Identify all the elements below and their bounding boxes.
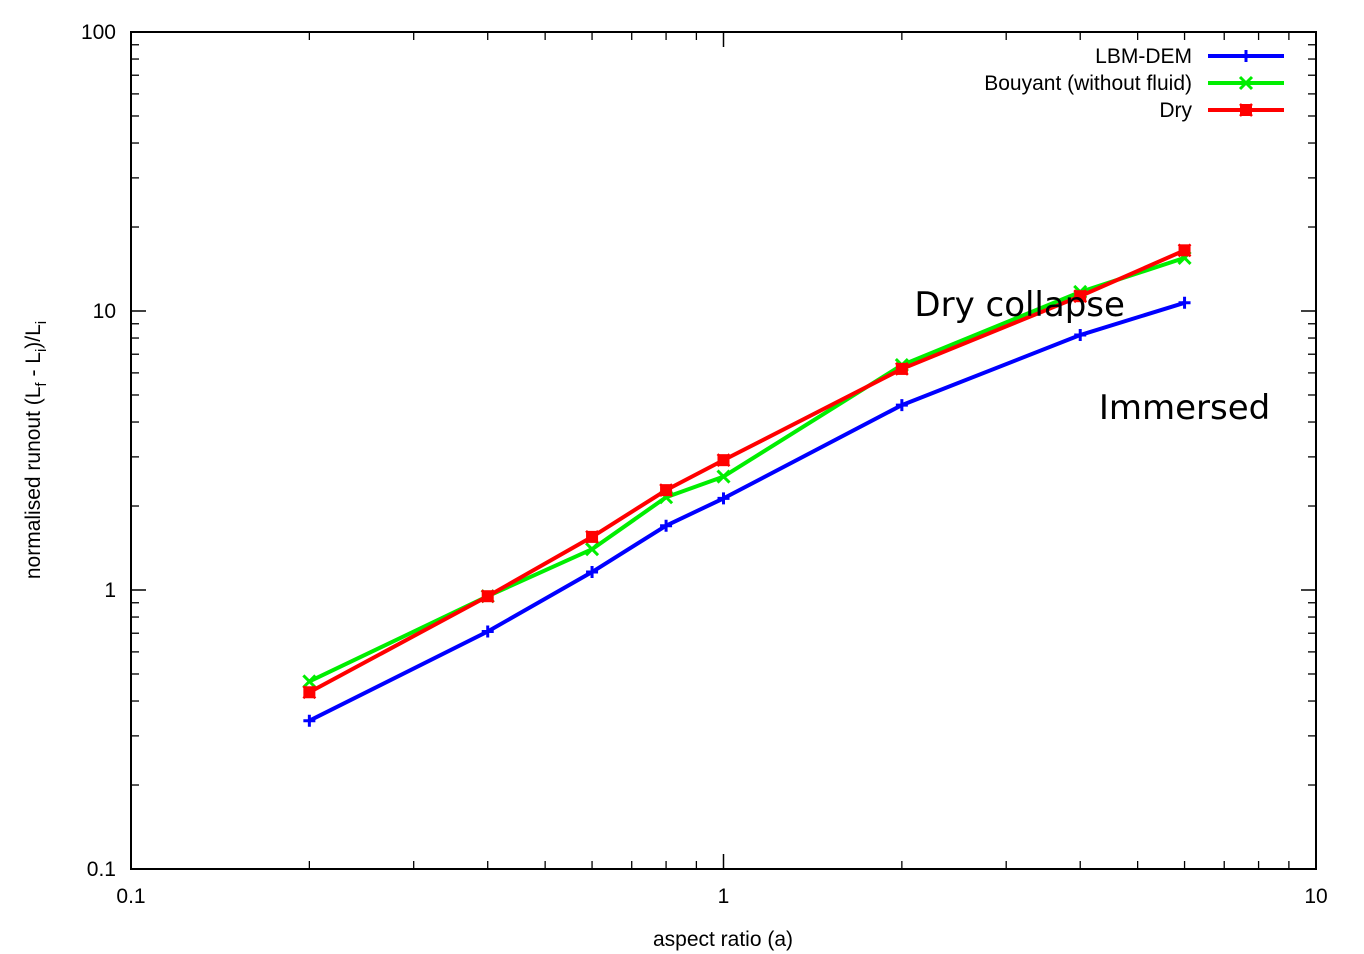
legend-label: LBM-DEM <box>1095 45 1192 68</box>
x-axis-label: aspect ratio (a) <box>653 928 793 951</box>
y-axis-label-part: - L <box>22 352 45 382</box>
data-point <box>303 714 316 727</box>
y-axis-label-subscript: i <box>33 321 50 324</box>
series-line <box>308 300 1186 723</box>
data-point <box>660 519 673 532</box>
y-tick-label: 1 <box>104 579 116 602</box>
data-point <box>1177 243 1192 258</box>
legend-item: LBM-DEM <box>1095 45 1284 68</box>
legend-swatch-marker <box>1238 75 1254 91</box>
annotations: Dry collapse Immersed <box>914 285 1270 428</box>
plot-frame <box>130 31 1317 870</box>
legend-label: Bouyant (without fluid) <box>984 72 1192 95</box>
data-point <box>480 589 495 604</box>
y-tick-label: 100 <box>81 21 116 44</box>
legend-item: Bouyant (without fluid) <box>984 72 1284 95</box>
data-point <box>716 469 731 484</box>
series-dry <box>302 243 1192 700</box>
annotation-label: Immersed <box>1099 388 1270 428</box>
x-tick-label: 10 <box>1304 885 1327 908</box>
data-point <box>585 530 599 544</box>
y-axis-label-subscript: i <box>33 349 50 352</box>
y-axis-label-part: )/L <box>22 324 45 349</box>
x-tick-label: 0.1 <box>116 885 145 908</box>
series-group <box>302 243 1192 727</box>
series-lbm-dem <box>303 296 1191 727</box>
data-point <box>1074 329 1087 342</box>
y-tick-label: 0.1 <box>87 858 116 881</box>
data-point <box>895 399 908 412</box>
y-axis-label: normalised runout (Lf - Li)/Li <box>22 321 50 579</box>
legend: LBM-DEM Bouyant (without fluid) Dry <box>984 45 1284 122</box>
data-point <box>659 483 673 498</box>
data-point <box>716 453 731 468</box>
minor-ticks <box>131 32 1316 869</box>
data-point <box>1073 289 1088 304</box>
data-point <box>894 362 909 376</box>
legend-swatch-marker <box>1239 103 1253 117</box>
legend-item: Dry <box>1159 99 1284 122</box>
annotation-label: Dry collapse <box>914 285 1125 325</box>
data-point <box>1178 296 1191 309</box>
y-tick-label: 10 <box>93 300 116 323</box>
data-point <box>584 542 600 557</box>
y-axis-label-subscript: f <box>33 382 50 387</box>
data-point <box>717 492 730 505</box>
data-point <box>302 674 317 689</box>
major-ticks <box>130 31 1317 870</box>
data-point <box>481 625 494 638</box>
legend-swatch-marker <box>1240 50 1252 62</box>
x-tick-label: 1 <box>718 885 730 908</box>
legend-label: Dry <box>1159 99 1192 122</box>
y-axis-label-part: normalised runout (L <box>22 387 45 580</box>
data-point <box>302 685 317 700</box>
data-point <box>586 566 599 579</box>
y-tick-labels: 0.1 1 10 100 <box>81 21 116 881</box>
series-line <box>308 248 1186 695</box>
x-tick-labels: 0.1 1 10 <box>116 885 1327 908</box>
